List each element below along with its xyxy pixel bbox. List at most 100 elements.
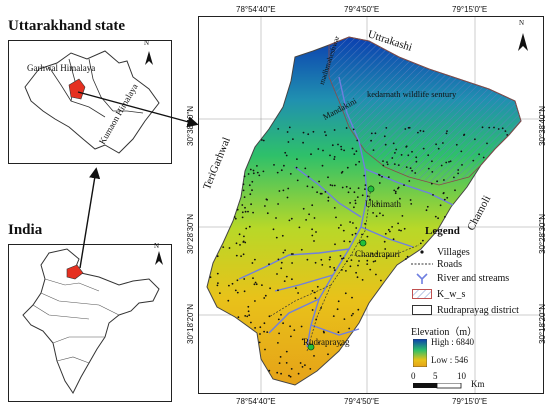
village-dot (457, 169, 460, 171)
village-dot (348, 240, 351, 243)
label-sanctuary: kedarnath wildlife sentury (367, 89, 457, 99)
village-dot (242, 253, 245, 256)
village-dot (445, 161, 448, 164)
village-dot (241, 211, 244, 214)
village-dot (355, 163, 357, 166)
village-dot (350, 314, 353, 317)
village-dot (296, 158, 298, 161)
village-dot (364, 188, 366, 191)
village-dot (278, 362, 281, 364)
village-dot (264, 294, 267, 297)
village-dot (249, 193, 252, 196)
main-north-label: N (519, 19, 525, 27)
village-dot (378, 182, 381, 184)
village-dot (216, 255, 219, 258)
village-dot (216, 284, 219, 287)
village-dot (394, 192, 397, 195)
village-dot (331, 184, 334, 187)
village-dot (379, 212, 381, 215)
village-dot (385, 127, 388, 129)
village-dot (366, 263, 369, 265)
road-network (268, 184, 420, 352)
village-dot (285, 350, 288, 353)
village-dot (375, 215, 378, 218)
village-dot (290, 217, 293, 220)
village-dot (268, 263, 270, 266)
scale-bar (413, 383, 462, 389)
village-dot (277, 318, 280, 321)
village-dot (363, 174, 366, 177)
village-dot (488, 126, 491, 129)
left-coord-2: 30°28'30"N (186, 213, 195, 254)
north-arrow-main (518, 33, 528, 51)
village-dot (397, 164, 400, 167)
elevation-title: Elevation（m） (411, 327, 478, 338)
village-dot (333, 184, 336, 187)
village-dot (316, 191, 318, 194)
village-dot (353, 191, 356, 194)
village-dot (342, 229, 345, 232)
village-dot (320, 258, 323, 261)
village-dot (405, 166, 408, 169)
village-dot (382, 160, 384, 163)
india-state-lines (32, 278, 120, 364)
village-dot (372, 212, 374, 214)
village-dot (434, 215, 437, 218)
village-dot (383, 240, 386, 243)
village-dot (321, 264, 324, 266)
village-dot (380, 279, 382, 282)
village-dot (321, 164, 324, 167)
scale-tick-10: 10 (457, 371, 466, 381)
village-dot (285, 154, 288, 157)
village-dot (407, 126, 410, 129)
district-swatch-icon (411, 304, 433, 316)
village-dot (410, 203, 413, 205)
village-dot (369, 198, 371, 201)
village-dot (415, 156, 418, 159)
village-dot (311, 228, 313, 231)
village-dot (300, 325, 303, 328)
village-dot (241, 204, 244, 206)
village-dot (295, 166, 298, 169)
village-dot (315, 231, 317, 233)
village-dot (248, 184, 251, 187)
village-dot (285, 275, 288, 278)
village-dot (333, 267, 335, 269)
village-dot (371, 252, 374, 255)
village-dot (351, 233, 354, 236)
india-inset-map (22, 248, 163, 394)
legend-villages-label: Villages (437, 246, 470, 258)
village-dot (334, 243, 336, 246)
arrow-india-to-state (79, 167, 101, 269)
top-coord-3: 79°15'0"E (452, 5, 488, 14)
village-dot (302, 131, 305, 134)
town-rudraprayag (307, 343, 315, 351)
district-boundaries (48, 58, 144, 118)
village-dot (463, 134, 465, 136)
village-dot (311, 309, 314, 311)
village-dot (297, 292, 299, 294)
village-dot (397, 186, 400, 189)
village-dot (240, 255, 242, 257)
village-dot (397, 222, 399, 225)
village-dot (394, 152, 396, 154)
label-chandrapuri: Chandrapuri (355, 249, 400, 259)
village-dot (254, 300, 256, 302)
village-dot (333, 207, 336, 209)
right-coord-3: 30°18'20"N (538, 303, 547, 344)
village-dot (382, 164, 385, 167)
village-dot (355, 150, 358, 153)
village-dot (366, 195, 369, 198)
village-dot (233, 216, 236, 218)
village-dot (261, 284, 263, 286)
uttarakhand-inset-map (24, 50, 160, 154)
village-dot (445, 132, 448, 135)
village-dot (329, 154, 331, 157)
village-dot (275, 236, 278, 239)
village-dot (250, 203, 252, 206)
village-dot (346, 166, 349, 169)
village-dot (347, 191, 350, 194)
village-dot (237, 316, 240, 319)
village-dot (426, 205, 429, 208)
village-dot (301, 366, 304, 368)
